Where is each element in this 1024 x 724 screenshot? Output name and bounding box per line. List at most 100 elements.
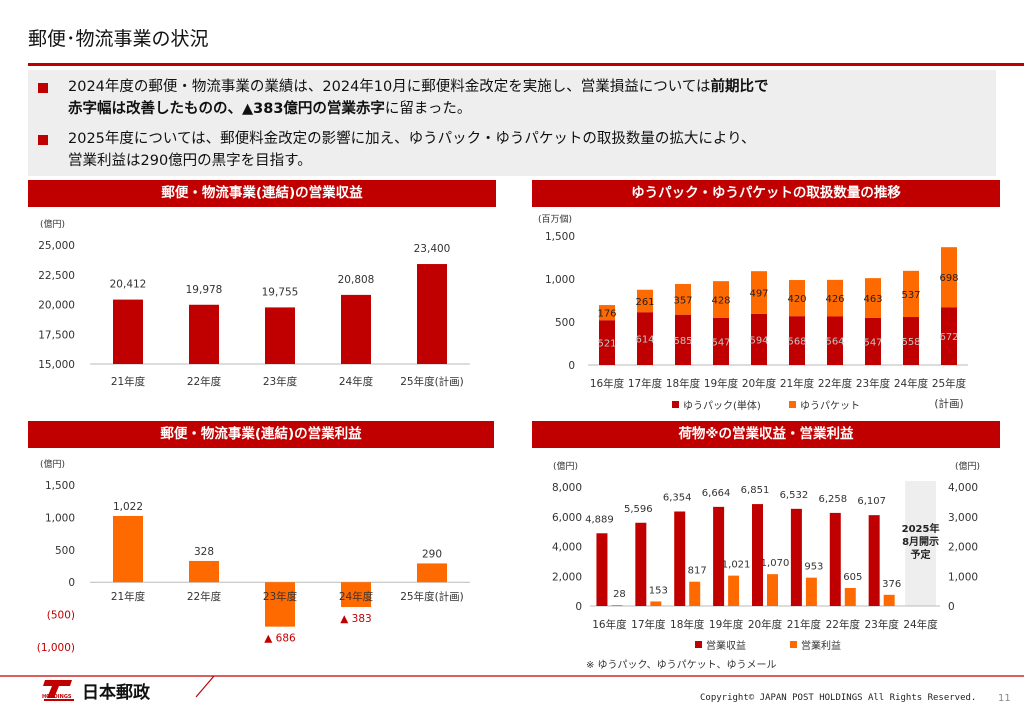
bar-revenue: [189, 304, 219, 364]
y-tick-label: 1,500: [45, 480, 75, 492]
note-box-text: 予定: [911, 548, 931, 561]
bullet-square: [38, 135, 48, 145]
bullet-square: [38, 83, 48, 93]
y-tick-label-right: 1,000: [948, 571, 978, 583]
data-label: ▲ 383: [340, 613, 371, 625]
bar-yupacket: [599, 305, 615, 321]
bar-parcel-revenue: [790, 508, 802, 606]
legend-label: ゆうパケット: [800, 400, 860, 412]
x-tick-label: 19年度: [704, 377, 739, 390]
y-unit-label-right: (億円): [955, 460, 980, 472]
bar-yupacket: [941, 247, 957, 308]
data-label: 23,400: [414, 243, 451, 255]
logo-sub: HOLDINGS: [42, 694, 72, 700]
y-tick-label-right: 4,000: [948, 482, 978, 494]
bar-parcel-profit: [689, 581, 701, 606]
summary-text: 2025年度については、郵便料金改定の影響に加え、ゆうパック・ゆうパケットの取扱…: [68, 131, 756, 147]
data-label: 6,664: [702, 488, 731, 499]
data-label: 605: [843, 572, 862, 583]
bar-parcel-revenue: [752, 504, 763, 606]
data-label: 420: [787, 294, 806, 305]
data-label: 6,107: [857, 496, 886, 507]
x-tick-label: 24年度: [339, 590, 374, 603]
x-tick-label: 22年度: [187, 590, 222, 603]
x-tick-label-extra: (計画): [934, 397, 963, 410]
y-tick-label: 8,000: [552, 482, 582, 494]
y-tick-label: 22,500: [38, 270, 75, 282]
bar-yupacket: [903, 270, 919, 318]
data-label: 521: [597, 339, 616, 350]
bar-yupack: [713, 317, 729, 365]
y-unit-label: (億円): [40, 458, 65, 470]
x-tick-label: 21年度: [787, 618, 822, 631]
bar-parcel-revenue: [596, 533, 608, 606]
x-tick-label: 17年度: [631, 618, 666, 631]
data-label: 953: [804, 562, 823, 573]
bar-yupack: [675, 314, 691, 365]
data-label: 547: [711, 337, 730, 348]
y-unit-label: (億円): [553, 460, 578, 472]
y-tick-label: 0: [575, 601, 582, 613]
data-label: 463: [863, 294, 882, 305]
note-box: [905, 481, 936, 606]
bar-revenue: [341, 294, 371, 364]
data-label: 19,978: [186, 284, 223, 296]
y-tick-label: 4,000: [552, 542, 582, 554]
x-tick-label: 22年度: [826, 618, 861, 631]
bar-yupacket: [713, 281, 729, 318]
y-unit-label: (億円): [40, 218, 65, 230]
y-tick-label: 500: [55, 545, 75, 557]
summary-text: に留まった。: [384, 101, 472, 117]
x-tick-label: 23年度: [263, 375, 298, 388]
x-tick-label: 21年度: [111, 590, 146, 603]
x-tick-label: 23年度: [263, 590, 298, 603]
y-tick-label: 0: [68, 577, 75, 589]
y-tick-label-right: 3,000: [948, 512, 978, 524]
data-label: 547: [863, 337, 882, 348]
summary-text: 営業利益は290億円の黒字を目指す。: [68, 153, 312, 169]
x-tick-label: 25年度: [932, 377, 967, 390]
bar-parcel-profit: [883, 594, 895, 606]
bar-parcel-profit: [728, 575, 740, 606]
y-unit-label: (百万個): [538, 213, 572, 225]
y-tick-label: 1,500: [545, 231, 575, 243]
summary-bold: 前期比で: [710, 79, 769, 95]
legend-swatch: [672, 401, 679, 408]
summary-bold: 赤字幅は改善したものの、▲383億円の営業赤字: [68, 101, 385, 117]
x-tick-label: 22年度: [818, 377, 853, 390]
x-tick-label: 21年度: [780, 377, 815, 390]
bar-revenue: [265, 307, 295, 364]
x-tick-label: 16年度: [592, 618, 627, 631]
data-label: 28: [613, 589, 626, 600]
data-label: 6,258: [818, 494, 847, 505]
x-tick-label: 17年度: [628, 377, 663, 390]
bar-yupacket: [827, 279, 843, 317]
bar-profit: [417, 563, 447, 583]
bar-parcel-profit: [767, 574, 778, 606]
footer-line: [0, 675, 1024, 698]
y-tick-label: 500: [555, 317, 575, 329]
y-tick-label: 25,000: [38, 240, 75, 252]
title-rule: [28, 63, 1024, 66]
y-tick-label: 15,000: [38, 359, 75, 371]
legend-label: 営業収益: [706, 639, 746, 652]
x-tick-label: 18年度: [670, 618, 705, 631]
y-tick-label-right: 0: [948, 601, 955, 613]
y-tick-label: 6,000: [552, 512, 582, 524]
bar-yupacket: [751, 271, 767, 314]
data-label: 558: [901, 337, 920, 348]
bar-parcel-revenue: [829, 512, 841, 606]
summary-bullet-2: 2025年度については、郵便料金改定の影響に加え、ゆうパック・ゆうパケットの取扱…: [68, 128, 756, 172]
bar-parcel-profit: [844, 588, 856, 606]
x-tick-label: 25年度(計画): [400, 375, 464, 388]
bar-profit: [341, 582, 371, 608]
chart-banner-profit: 郵便・物流事業(連結)の営業利益: [28, 421, 494, 448]
bar-parcel-profit: [650, 601, 662, 606]
bar-yupack: [751, 313, 767, 365]
data-label: 6,354: [663, 492, 692, 503]
y-tick-label: 1,000: [545, 274, 575, 286]
bar-yupack: [789, 316, 805, 365]
data-label: 672: [939, 332, 958, 343]
chart-banner-parcel: 荷物※の営業収益・営業利益: [532, 421, 1000, 448]
